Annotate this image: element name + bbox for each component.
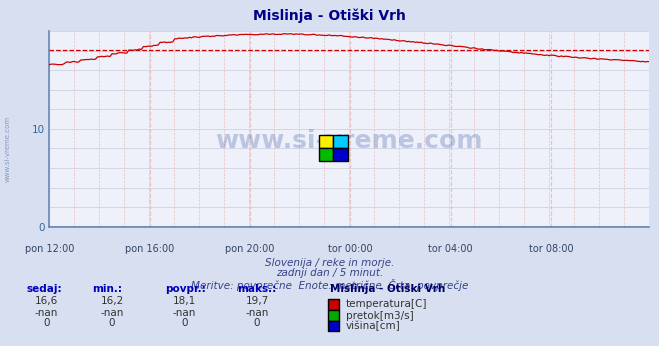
Text: pon 20:00: pon 20:00	[225, 244, 275, 254]
Text: -nan: -nan	[173, 308, 196, 318]
Text: 16,6: 16,6	[34, 297, 58, 307]
Text: zadnji dan / 5 minut.: zadnji dan / 5 minut.	[276, 268, 383, 278]
Text: 19,7: 19,7	[245, 297, 269, 307]
Text: pretok[m3/s]: pretok[m3/s]	[346, 311, 414, 320]
Text: maks.:: maks.:	[237, 284, 277, 294]
Text: min.:: min.:	[92, 284, 123, 294]
Text: Meritve: povprečne  Enote: metrične  Črta: povprečje: Meritve: povprečne Enote: metrične Črta:…	[191, 279, 468, 291]
Text: 0: 0	[254, 318, 260, 328]
Text: -nan: -nan	[245, 308, 269, 318]
Text: www.si-vreme.com: www.si-vreme.com	[215, 129, 483, 153]
Text: 16,2: 16,2	[100, 297, 124, 307]
Text: 18,1: 18,1	[173, 297, 196, 307]
Text: 0: 0	[43, 318, 49, 328]
Text: tor 04:00: tor 04:00	[428, 244, 473, 254]
Text: -nan: -nan	[34, 308, 58, 318]
Text: povpr.:: povpr.:	[165, 284, 206, 294]
Text: tor 08:00: tor 08:00	[529, 244, 573, 254]
Text: 0: 0	[181, 318, 188, 328]
Text: Slovenija / reke in morje.: Slovenija / reke in morje.	[265, 258, 394, 268]
Text: tor 00:00: tor 00:00	[328, 244, 372, 254]
Text: pon 16:00: pon 16:00	[125, 244, 175, 254]
Text: temperatura[C]: temperatura[C]	[346, 300, 428, 309]
Text: Mislinja - Otiški Vrh: Mislinja - Otiški Vrh	[330, 284, 445, 294]
Text: sedaj:: sedaj:	[26, 284, 62, 294]
Text: Mislinja - Otiški Vrh: Mislinja - Otiški Vrh	[253, 9, 406, 23]
Text: www.si-vreme.com: www.si-vreme.com	[5, 116, 11, 182]
Text: pon 12:00: pon 12:00	[25, 244, 74, 254]
Text: višina[cm]: višina[cm]	[346, 321, 401, 331]
Text: -nan: -nan	[100, 308, 124, 318]
Text: 0: 0	[109, 318, 115, 328]
